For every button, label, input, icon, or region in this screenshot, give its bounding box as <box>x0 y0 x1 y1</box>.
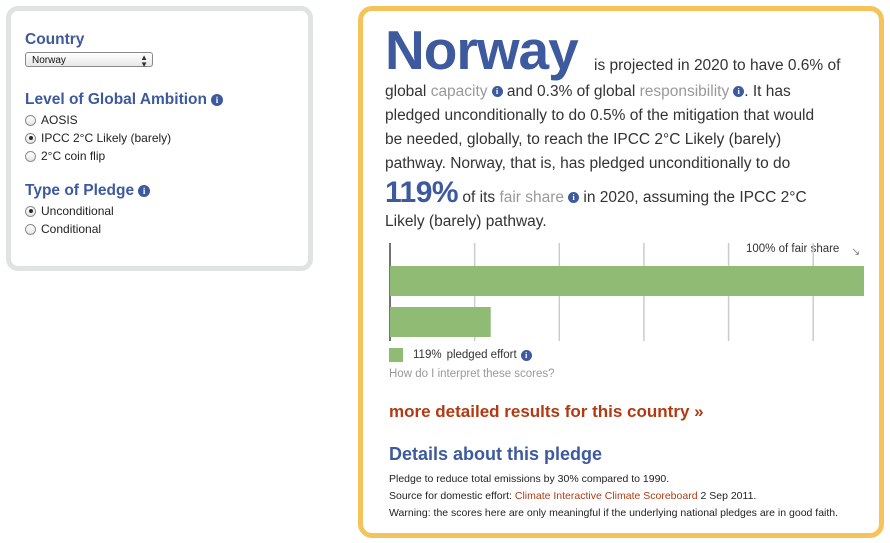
text: global <box>385 83 427 100</box>
country-name: Norway <box>385 19 579 81</box>
pledge-warning-line: Warning: the scores here are only meanin… <box>389 507 839 519</box>
text: of its <box>462 189 496 206</box>
country-select[interactable]: Norway ▲ ▼ <box>25 52 153 69</box>
ambition-option-label: IPCC 2°C Likely (barely) <box>41 131 172 145</box>
results-panel: Norway is projected in 2020 to have 0.6%… <box>358 6 884 538</box>
radio-ambition-0[interactable] <box>25 114 36 126</box>
pledge-option-label: Conditional <box>41 222 102 236</box>
reference-bar <box>390 266 864 296</box>
summary-line-3: pledged unconditionally to do 0.5% of th… <box>385 107 815 124</box>
summary-line-2: global capacity i and 0.3% of global resp… <box>385 80 791 104</box>
summary-line-7: Likely (barely) pathway. <box>385 213 547 230</box>
interpret-scores-link[interactable]: How do I interpret these scores? <box>389 368 555 380</box>
summary-line-4: be needed, globally, to reach the IPCC 2… <box>385 131 782 148</box>
select-arrows-icon: ▲ ▼ <box>140 53 148 69</box>
info-icon[interactable]: i <box>211 94 223 106</box>
info-icon[interactable]: i <box>733 86 745 98</box>
capacity-term[interactable]: capacity <box>430 83 488 100</box>
text: Source for domestic effort: <box>389 490 512 502</box>
settings-panel: Country Norway ▲ ▼ Level of Global Ambiti… <box>6 6 313 271</box>
ambition-option-ipcc[interactable]: IPCC 2°C Likely (barely) <box>25 129 298 147</box>
fair-share-term[interactable]: fair share <box>499 189 565 206</box>
country-heading-label: Country <box>25 31 85 48</box>
more-results-link[interactable]: more detailed results for this country » <box>389 402 704 421</box>
legend-label: pledged effort <box>446 349 517 361</box>
pledge-type-heading-label: Type of Pledge <box>25 182 135 199</box>
info-icon[interactable]: i <box>568 192 580 204</box>
legend-swatch <box>389 348 403 362</box>
pledge-option-conditional[interactable]: Conditional <box>25 220 298 238</box>
pledge-details-title: Details about this pledge <box>389 444 603 464</box>
radio-pledge-1[interactable] <box>25 223 36 235</box>
country-heading: Country <box>25 31 298 49</box>
pledged-bar <box>390 307 491 337</box>
fair-share-percent: 119% <box>385 176 459 209</box>
ambition-option-label: AOSIS <box>41 113 78 127</box>
pledge-detail-line: Pledge to reduce total emissions by 30% … <box>389 473 670 485</box>
text: . It has <box>744 83 791 100</box>
responsibility-term[interactable]: responsibility <box>639 83 730 100</box>
summary-line-6: 119% of its fair share i in 2020, assumin… <box>385 175 807 216</box>
arrow-down-right-icon: ↘ <box>851 245 860 258</box>
radio-ambition-1[interactable] <box>25 132 36 144</box>
text: 2 Sep 2011. <box>700 490 757 502</box>
ambition-option-coinflip[interactable]: 2°C coin flip <box>25 147 298 165</box>
text: in 2020, assuming the IPCC 2°C <box>583 189 807 206</box>
fair-share-chart: 100% of fair share ↘ <box>389 243 864 341</box>
info-icon[interactable]: i <box>138 185 151 197</box>
ambition-heading: Level of Global Ambition i <box>25 91 298 109</box>
radio-ambition-2[interactable] <box>25 150 36 162</box>
pledge-option-unconditional[interactable]: Unconditional <box>25 202 298 220</box>
pledge-option-label: Unconditional <box>41 204 114 218</box>
climate-scoreboard-link[interactable]: Climate Interactive Climate Scoreboard <box>514 490 698 502</box>
summary-line-5: pathway. Norway, that is, has pledged un… <box>385 155 791 172</box>
pledge-source-line: Source for domestic effort: Climate Inte… <box>389 490 756 502</box>
pledge-type-heading: Type of Pledge i <box>25 182 298 200</box>
ambition-option-aosis[interactable]: AOSIS <box>25 111 298 129</box>
reference-label: 100% of fair share <box>746 243 839 255</box>
legend-pct: 119% <box>413 349 442 361</box>
info-icon[interactable]: i <box>520 349 532 361</box>
chart-legend: 119% pledged effort i <box>389 348 532 362</box>
radio-pledge-0[interactable] <box>25 205 36 217</box>
ambition-option-label: 2°C coin flip <box>41 149 106 163</box>
ambition-heading-label: Level of Global Ambition <box>25 91 207 108</box>
country-select-value: Norway <box>32 55 66 66</box>
summary-line-1: is projected in 2020 to have 0.6% of <box>594 57 841 74</box>
text: and 0.3% of global <box>506 83 636 100</box>
info-icon[interactable]: i <box>491 86 503 98</box>
